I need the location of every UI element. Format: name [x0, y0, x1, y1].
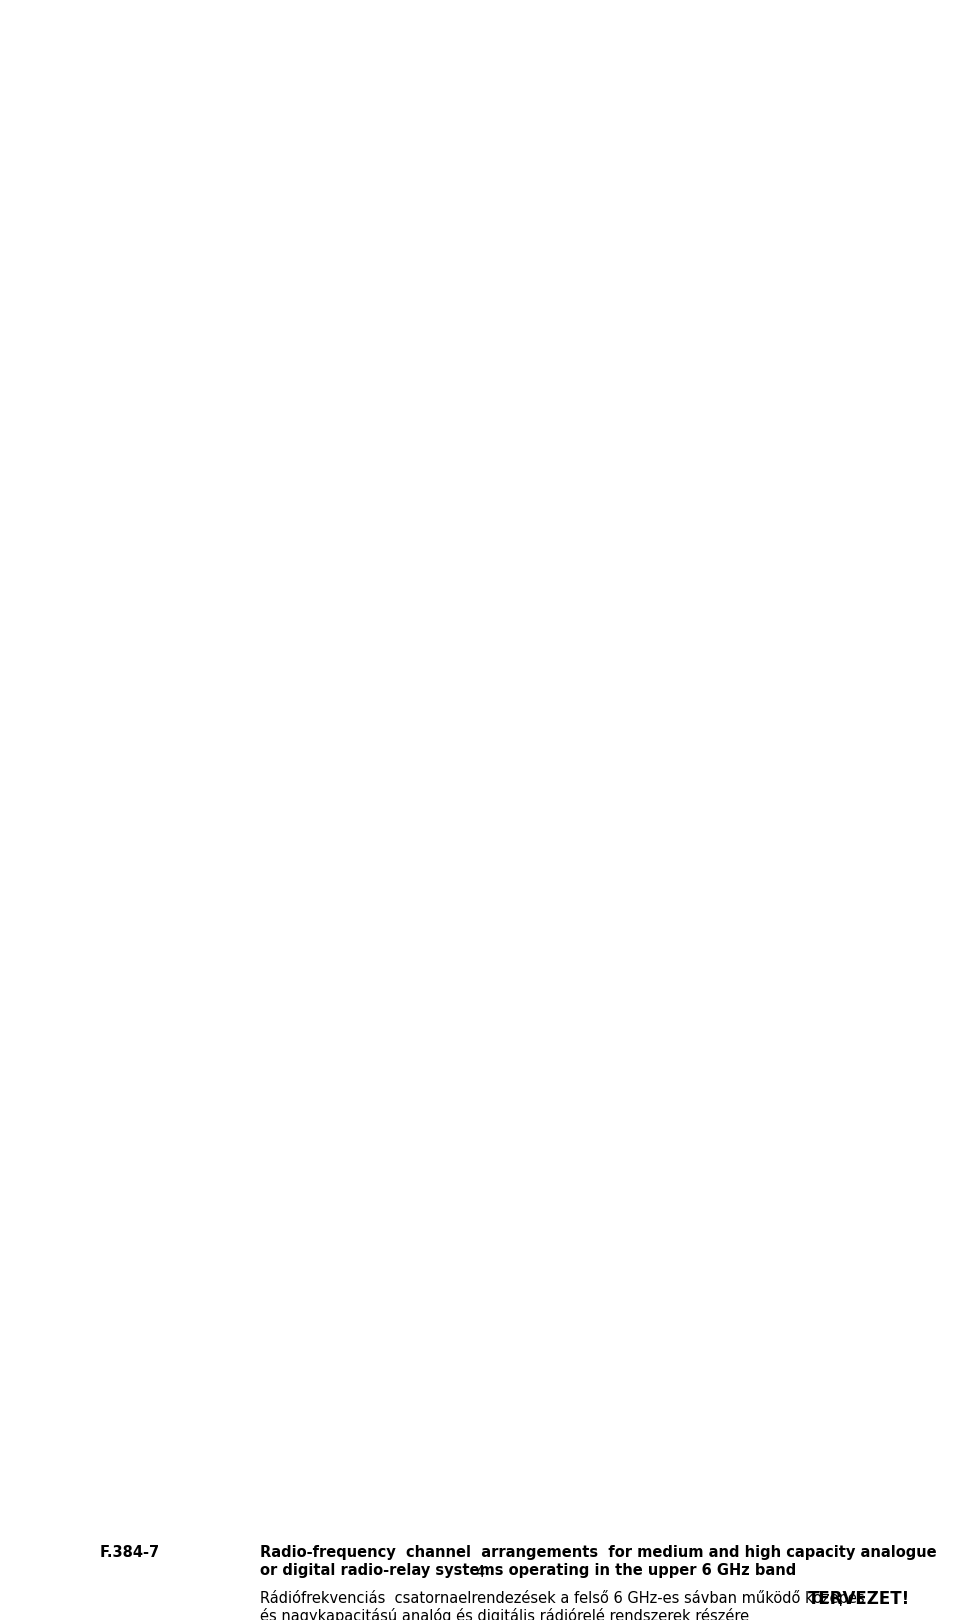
Text: 4: 4: [475, 1565, 485, 1579]
Text: Radio-frequency  channel  arrangements  for medium and high capacity analogue: Radio-frequency channel arrangements for…: [260, 1545, 937, 1560]
Text: Rádiófrekvenciás  csatornaelrendezések a felső 6 GHz-es sávban működő közepes: Rádiófrekvenciás csatornaelrendezések a …: [260, 1589, 865, 1605]
Text: or digital radio-relay systems operating in the upper 6 GHz band: or digital radio-relay systems operating…: [260, 1563, 796, 1578]
Text: F.384-7: F.384-7: [100, 1545, 160, 1560]
Text: TERVEZET!: TERVEZET!: [807, 1589, 910, 1609]
Text: és nagykapacitású analóg és digitális rádiórelé rendszerek részére: és nagykapacitású analóg és digitális rá…: [260, 1607, 749, 1620]
